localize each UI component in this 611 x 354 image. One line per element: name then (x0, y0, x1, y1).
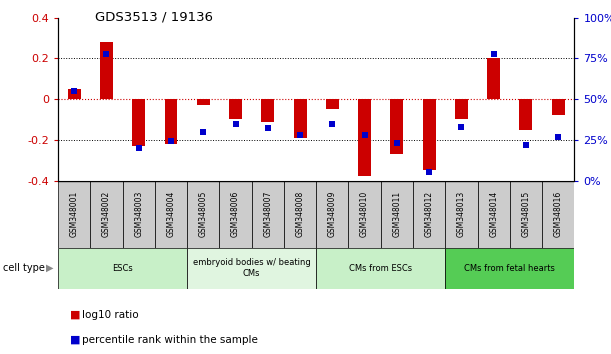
Text: cell type: cell type (3, 263, 45, 273)
Point (521, 142, 531, 148)
Bar (455, 99, 468, 120)
Bar (326, 99, 338, 109)
Text: GSM348006: GSM348006 (231, 191, 240, 238)
Bar (187, 248, 316, 289)
Point (360, 132, 370, 138)
Bar (155, 181, 187, 248)
Text: CMs from ESCs: CMs from ESCs (349, 264, 412, 273)
Bar (542, 181, 574, 248)
Point (392, 140, 402, 146)
Bar (90, 181, 123, 248)
Text: GDS3513 / 19136: GDS3513 / 19136 (95, 11, 213, 24)
Text: ■: ■ (70, 310, 81, 320)
Point (199, 129, 208, 135)
Point (295, 132, 305, 138)
Bar (284, 181, 316, 248)
Point (230, 121, 240, 126)
Bar (487, 58, 500, 99)
Text: GSM348013: GSM348013 (457, 191, 466, 237)
Bar (100, 42, 113, 99)
Bar (316, 181, 348, 248)
Bar (164, 99, 177, 144)
Bar (58, 181, 90, 248)
Bar (262, 99, 274, 121)
Text: GSM348009: GSM348009 (328, 191, 337, 238)
Bar (187, 181, 219, 248)
Point (101, 51, 111, 56)
Text: ▶: ▶ (46, 263, 54, 273)
Point (424, 170, 434, 175)
Bar (381, 181, 413, 248)
Text: GSM348004: GSM348004 (166, 191, 175, 238)
Bar (348, 181, 381, 248)
Text: GSM348001: GSM348001 (70, 191, 79, 237)
Point (263, 126, 273, 131)
Bar (197, 99, 210, 105)
Bar (445, 248, 574, 289)
Bar (68, 89, 81, 99)
Bar (294, 99, 307, 138)
Point (166, 139, 176, 144)
Point (69, 88, 79, 94)
Bar (413, 181, 445, 248)
Text: ESCs: ESCs (112, 264, 133, 273)
Text: GSM348012: GSM348012 (425, 191, 434, 237)
Bar (445, 181, 478, 248)
Bar (229, 99, 242, 120)
Text: GSM348005: GSM348005 (199, 191, 208, 238)
Bar (316, 248, 445, 289)
Bar (132, 99, 145, 146)
Text: GSM348015: GSM348015 (521, 191, 530, 237)
Text: GSM348008: GSM348008 (296, 191, 304, 237)
Text: GSM348007: GSM348007 (263, 191, 273, 238)
Bar (519, 99, 532, 130)
Point (489, 51, 499, 56)
Bar (478, 181, 510, 248)
Text: ■: ■ (70, 335, 81, 345)
Text: GSM348016: GSM348016 (554, 191, 563, 237)
Bar (390, 99, 403, 154)
Bar (58, 248, 187, 289)
Text: GSM348011: GSM348011 (392, 191, 401, 237)
Text: GSM348002: GSM348002 (102, 191, 111, 237)
Point (134, 145, 144, 151)
Text: percentile rank within the sample: percentile rank within the sample (82, 335, 258, 345)
Bar (423, 99, 436, 170)
Bar (219, 181, 252, 248)
Text: GSM348010: GSM348010 (360, 191, 369, 237)
Bar (358, 99, 371, 176)
Text: log10 ratio: log10 ratio (82, 310, 139, 320)
Text: embryoid bodies w/ beating
CMs: embryoid bodies w/ beating CMs (193, 258, 310, 278)
Text: GSM348003: GSM348003 (134, 191, 143, 238)
Bar (252, 181, 284, 248)
Text: GSM348014: GSM348014 (489, 191, 498, 237)
Bar (123, 181, 155, 248)
Point (327, 121, 337, 126)
Bar (510, 181, 542, 248)
Point (554, 134, 563, 139)
Text: CMs from fetal hearts: CMs from fetal hearts (464, 264, 555, 273)
Bar (552, 99, 565, 115)
Point (456, 124, 466, 130)
